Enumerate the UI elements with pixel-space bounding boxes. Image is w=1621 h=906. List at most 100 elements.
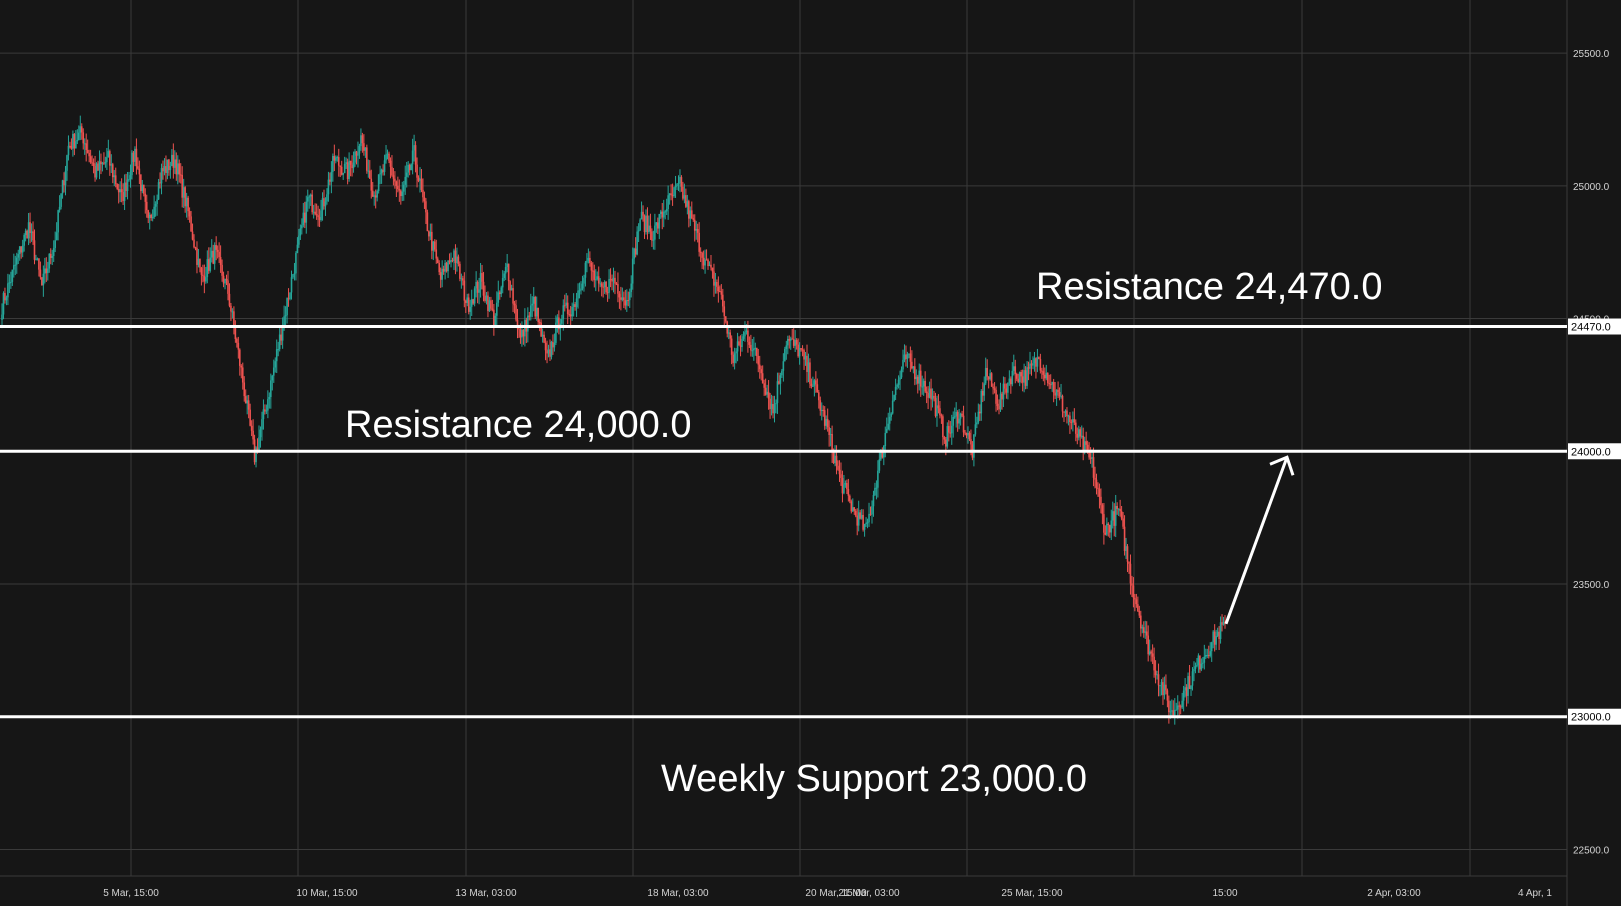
- candle: [1134, 593, 1136, 612]
- candle-body: [315, 214, 318, 216]
- candle-body: [1184, 687, 1186, 691]
- candle: [476, 280, 479, 304]
- candle-body: [451, 260, 454, 262]
- candle-body: [789, 338, 792, 341]
- candle-body: [862, 514, 864, 530]
- candle-body: [72, 133, 74, 149]
- candle: [289, 292, 291, 301]
- candle-body: [784, 348, 786, 362]
- candle: [806, 344, 808, 383]
- candle-body: [594, 279, 597, 281]
- candle-body: [676, 184, 678, 187]
- candle: [66, 154, 68, 181]
- candle: [674, 175, 677, 198]
- candle: [819, 396, 822, 416]
- candle-body: [603, 281, 606, 288]
- candle: [330, 161, 333, 194]
- candle: [275, 339, 278, 373]
- candle: [383, 154, 386, 176]
- candle-body: [169, 166, 172, 171]
- candle: [558, 310, 560, 335]
- candle: [962, 405, 965, 438]
- candle: [246, 395, 248, 415]
- candle-body: [869, 513, 872, 515]
- candle: [1151, 644, 1154, 665]
- candle: [408, 163, 411, 176]
- candle: [240, 364, 243, 379]
- candle-body: [290, 277, 293, 293]
- candle: [931, 388, 934, 408]
- candle: [989, 369, 991, 381]
- candle: [1057, 381, 1059, 399]
- candle-body: [309, 194, 312, 197]
- candle: [1221, 614, 1223, 632]
- candle: [705, 249, 708, 261]
- candle-body: [206, 259, 209, 278]
- candle-body: [358, 146, 361, 154]
- candle: [209, 247, 212, 273]
- candle-body: [838, 469, 841, 475]
- candle-body: [931, 395, 934, 400]
- candle: [803, 348, 805, 370]
- candle-body: [1046, 372, 1049, 384]
- candle: [1049, 374, 1052, 389]
- candle: [930, 378, 932, 411]
- candle-body: [1041, 370, 1043, 372]
- candle: [998, 399, 1000, 415]
- time-axis[interactable]: 5 Mar, 15:00 10 Mar, 15:00 13 Mar, 03:00…: [103, 888, 1552, 899]
- candle-body: [202, 274, 204, 276]
- candle-body: [510, 288, 513, 291]
- candle-body: [342, 173, 344, 175]
- x-tick-label: 13 Mar, 03:00: [455, 888, 517, 899]
- candle-body: [444, 262, 446, 272]
- candle: [318, 208, 321, 227]
- candle-body: [572, 304, 575, 308]
- candle-body: [494, 315, 497, 326]
- candle: [899, 370, 901, 390]
- candle: [1144, 620, 1147, 639]
- candle-body: [55, 232, 58, 241]
- candle: [336, 155, 339, 162]
- candle-body: [634, 248, 637, 255]
- candle-body: [1172, 710, 1175, 716]
- candle-body: [1203, 656, 1206, 663]
- candle-body: [710, 264, 712, 268]
- candle: [767, 380, 770, 410]
- candle-body: [980, 390, 983, 414]
- candle-body: [589, 257, 591, 263]
- price-axis[interactable]: 25500.0 25000.0 24500.0 23500.0 22500.0 …: [1568, 49, 1621, 856]
- candle: [605, 280, 607, 295]
- candle-body: [413, 145, 415, 151]
- candle-body: [326, 194, 328, 202]
- candle: [166, 159, 169, 180]
- level-price-tag: [1568, 318, 1621, 335]
- candle-body: [801, 349, 804, 351]
- candle-body: [854, 510, 857, 516]
- candle-body: [688, 201, 690, 219]
- candle-body: [163, 166, 166, 172]
- candle-body: [758, 364, 761, 370]
- projection-arrow[interactable]: [1224, 455, 1295, 625]
- y-tick-label: 25000.0: [1573, 182, 1610, 193]
- candle: [29, 212, 31, 244]
- candle-body: [476, 281, 479, 293]
- candle: [1015, 372, 1018, 382]
- candle-body: [366, 147, 368, 171]
- candle: [1076, 427, 1079, 445]
- candle-body: [82, 132, 85, 144]
- candle-body: [509, 281, 511, 291]
- candle: [965, 432, 968, 439]
- candle-body: [1147, 635, 1149, 655]
- candle: [431, 223, 433, 260]
- candle: [940, 413, 943, 424]
- candle-body: [655, 222, 658, 226]
- candle: [349, 160, 352, 177]
- candle: [992, 383, 994, 395]
- candle: [258, 425, 260, 453]
- candle: [1150, 649, 1152, 662]
- candle-body: [113, 175, 116, 178]
- candle: [402, 180, 405, 201]
- candle-body: [1171, 710, 1173, 712]
- candle-body: [1015, 374, 1018, 379]
